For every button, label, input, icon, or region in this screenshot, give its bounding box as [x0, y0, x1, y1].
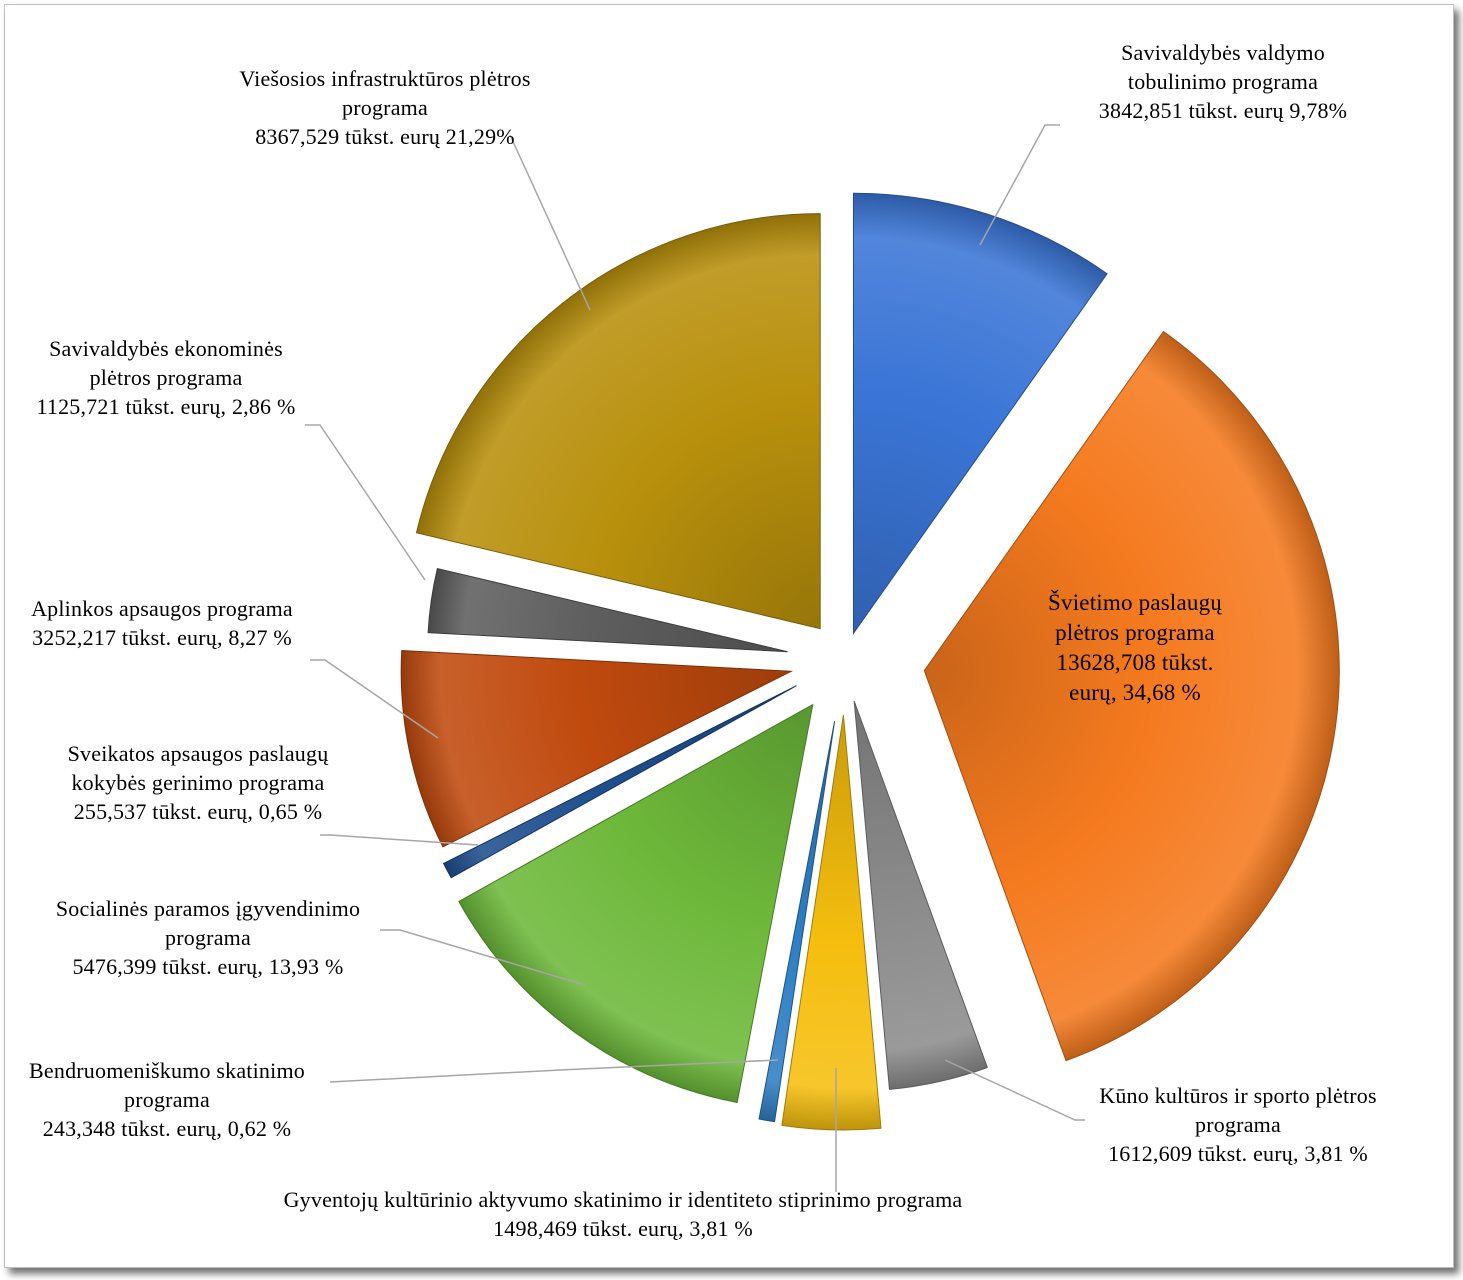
data-label-line: programa	[124, 1087, 210, 1112]
data-label-line: 1125,721 tūkst. eurų, 2,86 %	[37, 394, 296, 419]
leader-lines	[305, 124, 1085, 1192]
data-label-kuno: Kūno kultūros ir sporto plėtros programa 1…	[1099, 1083, 1377, 1166]
data-label-line: Viešosios infrastruktūros plėtros	[239, 66, 530, 91]
data-label-line: plėtros programa	[1055, 620, 1215, 645]
data-label-ekonomines: Savivaldybės ekonominės plėtros programa 1…	[37, 336, 296, 419]
slice-labels: Savivaldybės valdymo tobulinimo programa 3…	[29, 40, 1377, 1241]
leader-line-bendruomen	[329, 1059, 779, 1083]
data-label-line: programa	[342, 95, 428, 120]
data-label-sveikatos: Sveikatos apsaugos paslaugų kokybės gerin…	[68, 741, 330, 824]
data-label-line: eurų, 34,68 %	[1069, 680, 1201, 705]
data-label-line: 13628,708 tūkst.	[1056, 650, 1213, 675]
data-label-aplinkos: Aplinkos apsaugos programa 3252,217 tūkst…	[31, 596, 293, 650]
data-label-bendruomen: Bendruomeniškumo skatinimo programa 243,34…	[29, 1058, 305, 1141]
leader-line-infrastrukt	[509, 134, 591, 311]
pie-slice-infrastrukt	[415, 213, 821, 630]
leader-line-ekonomines	[305, 424, 426, 581]
data-label-line: tobulinimo programa	[1128, 69, 1318, 94]
data-label-line: 5476,399 tūkst. eurų, 13,93 %	[72, 954, 343, 979]
leader-line-kuno	[944, 1059, 1085, 1121]
data-label-line: plėtros programa	[90, 365, 243, 390]
pie-slice-aplinkos	[400, 650, 794, 848]
data-label-line: 3252,217 tūkst. eurų, 8,27 %	[32, 625, 292, 650]
leader-line-aplinkos	[310, 659, 439, 739]
pie-slice-ekonomines	[427, 567, 788, 653]
data-label-line: Savivaldybės ekonominės	[49, 336, 283, 361]
leader-line-valdymo	[979, 124, 1060, 246]
data-label-infrastrukt: Viešosios infrastruktūros plėtros program…	[239, 66, 530, 149]
data-label-line: 1612,609 tūkst. eurų, 3,81 %	[1108, 1141, 1368, 1166]
data-label-valdymo: Savivaldybės valdymo tobulinimo programa 3…	[1099, 40, 1347, 123]
data-label-line: Gyventojų kultūrinio aktyvumo skatinimo …	[284, 1187, 963, 1212]
data-label-line: 1498,469 tūkst. eurų, 3,81 %	[493, 1216, 753, 1241]
pie-slice-sveikatos	[442, 685, 797, 879]
data-label-line: Bendruomeniškumo skatinimo	[29, 1058, 305, 1083]
pie-slice-svietimo	[923, 330, 1340, 1062]
leader-line-socialines	[380, 929, 586, 986]
data-label-kulturinio: Gyventojų kultūrinio aktyvumo skatinimo …	[284, 1187, 963, 1241]
pie-slice-kuno	[853, 700, 988, 1090]
data-label-line: Sveikatos apsaugos paslaugų	[68, 741, 330, 766]
pie-slices	[400, 192, 1340, 1131]
data-label-socialines: Socialinės paramos įgyvendinimo programa 5…	[56, 896, 360, 979]
data-label-line: Aplinkos apsaugos programa	[31, 596, 293, 621]
data-label-line: 255,537 tūkst. eurų, 0,65 %	[74, 799, 323, 824]
data-label-line: Švietimo paslaugų	[1048, 589, 1222, 615]
pie-slice-valdymo	[852, 192, 1108, 635]
data-label-line: kokybės gerinimo programa	[71, 770, 324, 795]
data-label-line: programa	[165, 925, 251, 950]
pie-slice-bendruomen	[758, 721, 836, 1123]
data-label-line: 3842,851 tūkst. eurų 9,78%	[1099, 98, 1347, 123]
data-label-line: Socialinės paramos įgyvendinimo	[56, 896, 360, 921]
data-label-line: 8367,529 tūkst. eurų 21,29%	[255, 124, 515, 149]
pie-slice-kulturinio	[781, 714, 882, 1131]
data-label-line: 243,348 tūkst. eurų, 0,62 %	[43, 1116, 292, 1141]
leader-line-sveikatos	[320, 834, 479, 846]
data-label-line: Kūno kultūros ir sporto plėtros	[1099, 1083, 1377, 1108]
data-label-line: Savivaldybės valdymo	[1121, 40, 1325, 65]
data-label-line: programa	[1195, 1112, 1281, 1137]
data-label-svietimo: Švietimo paslaugų plėtros programa 13628,7…	[1048, 589, 1222, 705]
pie-slice-socialines	[458, 703, 814, 1104]
